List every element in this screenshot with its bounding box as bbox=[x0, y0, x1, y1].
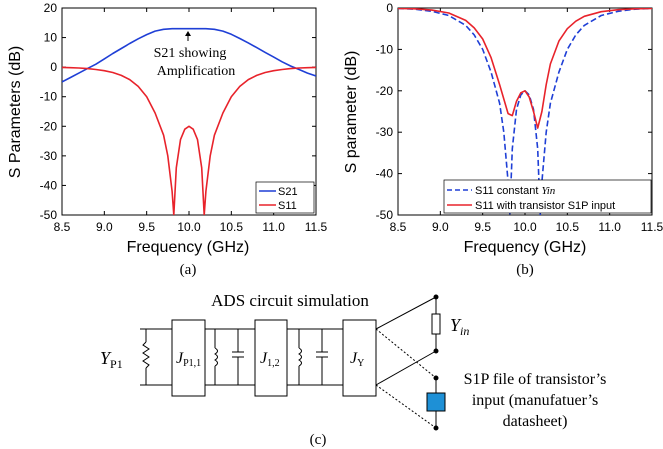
yin-resistor-icon bbox=[431, 313, 441, 335]
chart-a-ylabel: S Parameters (dB) bbox=[7, 46, 24, 178]
y-tick-label: 0 bbox=[50, 60, 57, 74]
chart-a: 8.5 9.0 9.5 10.0 10.5 11.0 11.5 -50 -40 -30 -20 -10… bbox=[7, 1, 328, 278]
port-label: YP1 bbox=[100, 348, 123, 371]
chart-b-panel-label: (b) bbox=[516, 262, 534, 278]
x-tick-label: 9.5 bbox=[138, 220, 155, 234]
y-tick-label: -50 bbox=[376, 208, 394, 222]
chart-b: 8.5 9.0 9.5 10.0 10.5 11.0 11.5 -50 -40 -30 -20 -10… bbox=[343, 1, 663, 278]
annotation-line2: Amplification bbox=[157, 64, 236, 79]
x-tick-label: 11.0 bbox=[262, 220, 285, 234]
s1p-node-bottom bbox=[433, 425, 439, 431]
resonator-1-icon bbox=[214, 329, 244, 385]
s1p-box-icon bbox=[426, 392, 446, 412]
s1p-node-top bbox=[433, 375, 439, 381]
y-tick-label: -40 bbox=[40, 178, 58, 192]
y-tick-label: 10 bbox=[44, 31, 58, 45]
s1p-text-line1: S1P file of transistor’s bbox=[464, 371, 607, 388]
x-tick-label: 10.0 bbox=[513, 220, 537, 234]
x-tick-label: 8.5 bbox=[390, 220, 407, 234]
y-tick-label: -40 bbox=[376, 167, 394, 181]
chart-a-legend: S21 S11 bbox=[255, 181, 315, 214]
legend-a-s11-label: S11 bbox=[278, 200, 297, 212]
chart-b-ticks: 8.5 9.0 9.5 10.0 10.5 11.0 11.5 -50 -40 -30 -20 -10… bbox=[376, 1, 663, 234]
s1p-text-line3: datasheet) bbox=[503, 413, 568, 430]
s1p-text-line2: input (manufatuer’s bbox=[472, 392, 598, 409]
y-tick-label: -10 bbox=[376, 42, 394, 56]
block-jp11-label: JP1,1 bbox=[176, 350, 201, 369]
series-line-s11 bbox=[62, 66, 316, 215]
circuit-diagram: ADS circuit simulation YP1 JP1,1 bbox=[100, 291, 606, 448]
x-tick-label: 9.5 bbox=[474, 220, 491, 234]
series-line-s11-with-transistor-s1p-input bbox=[398, 8, 652, 129]
y-tick-label: -30 bbox=[40, 149, 58, 163]
yin-line-bottom bbox=[375, 350, 437, 386]
x-tick-label: 11.5 bbox=[641, 220, 663, 234]
resonator-2-icon bbox=[298, 329, 328, 385]
port-resistor-icon bbox=[142, 329, 150, 385]
chart-b-ylabel: S parameter (dB) bbox=[343, 51, 360, 174]
x-tick-label: 10.5 bbox=[220, 220, 244, 234]
x-tick-label: 10.5 bbox=[556, 220, 580, 234]
y-tick-label: -30 bbox=[376, 125, 394, 139]
annotation-arrowhead bbox=[185, 31, 191, 36]
chart-b-legend-box bbox=[443, 179, 652, 214]
yin-node-bottom bbox=[433, 348, 439, 354]
chart-b-xlabel: Frequency (GHz) bbox=[464, 239, 587, 256]
chart-b-legend: S11 constant Yin S11 with transistor S1P… bbox=[443, 179, 652, 214]
legend-a-s21-label: S21 bbox=[278, 186, 298, 198]
chart-a-ticks: 8.5 9.0 9.5 10.0 10.5 11.0 11.5 -50 -40 -30 -20 -10… bbox=[40, 1, 328, 234]
y-tick-label: -20 bbox=[376, 84, 394, 98]
chart-a-legend-box bbox=[255, 181, 315, 214]
chart-b-series bbox=[398, 8, 652, 215]
s1p-dotted-top bbox=[375, 328, 437, 379]
block-jp11 bbox=[171, 319, 206, 397]
x-tick-label: 11.5 bbox=[305, 220, 328, 234]
series-line-s21 bbox=[62, 27, 316, 83]
x-tick-label: 8.5 bbox=[54, 220, 71, 234]
yin-line-top bbox=[375, 296, 437, 330]
circuit-panel-label: (c) bbox=[310, 432, 327, 448]
y-tick-label: 20 bbox=[44, 1, 58, 15]
y-tick-label: -50 bbox=[40, 208, 58, 222]
chart-a-panel-label: (a) bbox=[180, 262, 197, 278]
chart-a-series bbox=[62, 27, 316, 215]
legend-b-transistor-label: S11 with transistor S1P input bbox=[475, 200, 615, 212]
y-tick-label: 0 bbox=[386, 1, 393, 15]
legend-b-constant-label: S11 constant Yin bbox=[475, 185, 556, 197]
annotation-line1: S21 showing bbox=[154, 46, 227, 61]
x-tick-label: 10.0 bbox=[177, 220, 201, 234]
y-tick-label: -10 bbox=[40, 90, 58, 104]
y-tick-label: -20 bbox=[40, 119, 58, 133]
circuit-title: ADS circuit simulation bbox=[211, 291, 369, 310]
block-j12 bbox=[254, 319, 288, 397]
chart-a-xlabel: Frequency (GHz) bbox=[127, 239, 250, 256]
block-jy bbox=[342, 319, 377, 397]
yin-label: Yin bbox=[450, 315, 469, 338]
yin-node-top bbox=[433, 294, 439, 300]
x-tick-label: 9.0 bbox=[432, 220, 449, 234]
x-tick-label: 11.0 bbox=[598, 220, 621, 234]
block-jy-label: JY bbox=[350, 350, 364, 369]
block-j12-label: J1,2 bbox=[260, 350, 280, 369]
x-tick-label: 9.0 bbox=[96, 220, 113, 234]
s1p-dotted-bottom bbox=[375, 384, 437, 429]
